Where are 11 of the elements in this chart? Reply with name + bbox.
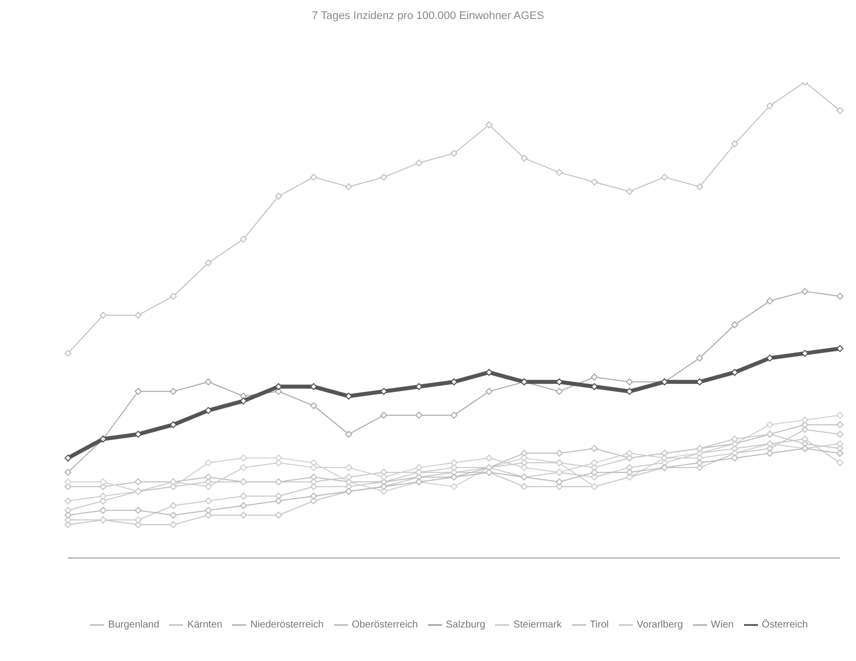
legend-label: Salzburg [446, 620, 486, 631]
legend-label: Österreich [762, 620, 808, 631]
legend-label: Burgenland [108, 620, 160, 631]
legend-label: Vorarlberg [636, 620, 683, 631]
legend-label: Wien [710, 620, 734, 631]
legend-label: Steiermark [513, 620, 562, 631]
legend-label: Oberösterreich [352, 620, 418, 631]
legend-label: Tirol [590, 620, 609, 631]
legend-label: Niederösterreich [250, 620, 324, 631]
legend-label: Kärnten [187, 620, 222, 631]
chart-title: 7 Tages Inzidenz pro 100.000 Einwohner AGES [310, 10, 546, 22]
